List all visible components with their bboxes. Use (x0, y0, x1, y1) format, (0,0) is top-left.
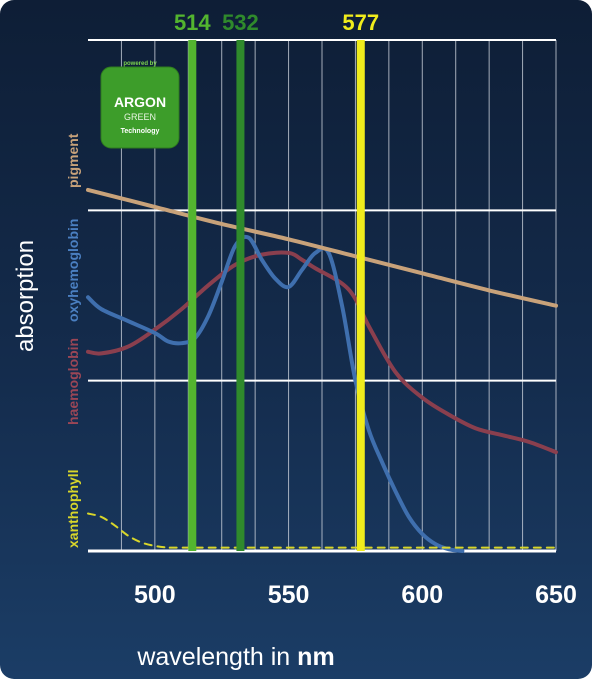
y-axis-label: absorption (12, 240, 39, 352)
series-pigment-line (86, 187, 558, 308)
grid (88, 39, 557, 553)
badge-sub-text: GREEN (124, 112, 156, 122)
x-axis-label-text: wavelength in (136, 643, 290, 671)
x-axis-unit: nm (297, 643, 335, 671)
laser-lines: 514 532 577 (174, 10, 379, 551)
laser-line-577 (356, 40, 365, 551)
x-tick-label: 650 (535, 581, 577, 609)
series-xanthophyll-line (87, 512, 557, 549)
laser-label-577: 577 (342, 10, 379, 35)
laser-line-532 (236, 40, 245, 551)
legend-xanthophyll: xanthophyll (65, 469, 81, 548)
badge-background (100, 66, 180, 149)
x-axis-label: wavelength in nm (136, 643, 334, 671)
argon-green-badge: powered by ARGON GREEN Technology (100, 61, 180, 149)
series-haemoglobin-line (86, 250, 558, 455)
x-tick-label: 550 (268, 581, 310, 609)
laser-line-514 (188, 40, 197, 551)
legend-haemoglobin: haemoglobin (65, 338, 81, 425)
x-tick-label: 600 (401, 581, 443, 609)
badge-bottom-text: Technology (121, 128, 160, 135)
laser-label-532: 532 (222, 10, 259, 35)
legend-pigment: pigment (65, 133, 81, 188)
badge-main-text: ARGON (114, 94, 166, 110)
x-tick-labels: 500 550 600 650 (134, 581, 577, 609)
series-layer (86, 187, 558, 553)
x-tick-label: 500 (134, 581, 176, 609)
laser-label-514: 514 (174, 10, 211, 35)
series-oxyhemoglobin-line (86, 234, 465, 553)
badge-top-text: powered by (123, 61, 157, 67)
legend-oxyhemoglobin: oxyhemoglobin (65, 219, 81, 322)
